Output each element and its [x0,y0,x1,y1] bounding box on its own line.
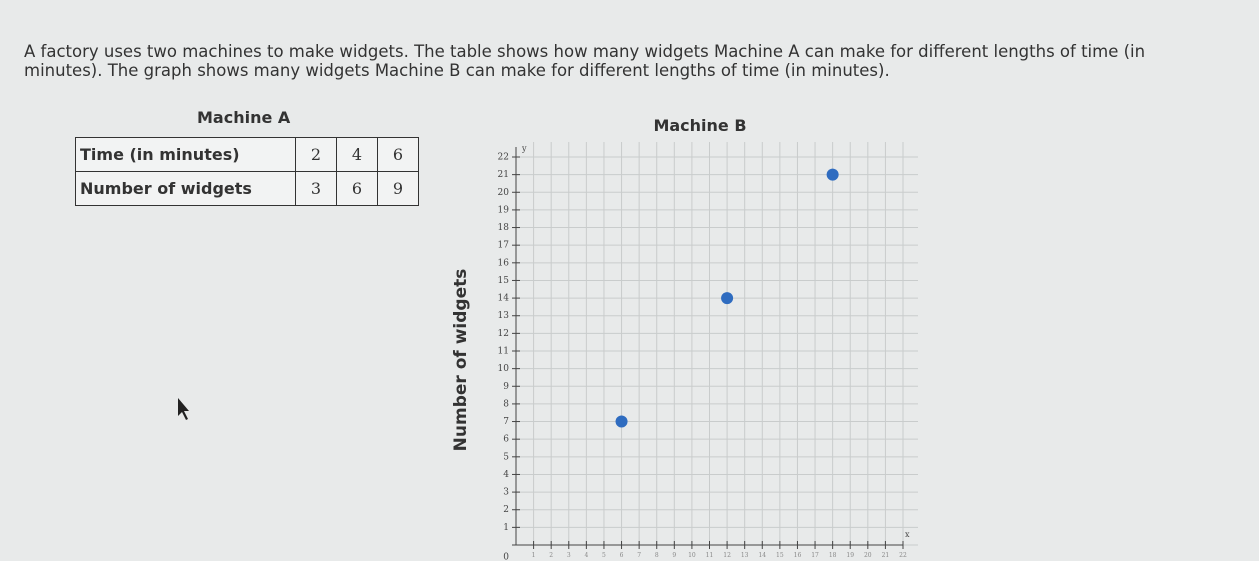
x-tick-label: 13 [741,552,749,559]
y-tick-label: 22 [498,153,509,163]
cell: 9 [377,171,419,206]
y-tick-label: 8 [503,399,509,409]
y-tick-label: 4 [503,470,509,480]
cell: 4 [336,137,378,172]
cell: 6 [377,137,419,172]
table-title: Machine A [197,108,291,127]
point [826,168,839,181]
y-tick-label: 20 [498,188,510,198]
y-tick-label: 14 [498,294,510,304]
x-axis-letter: x [905,530,910,539]
y-tick-label: 19 [498,205,510,215]
x-tick-label: 19 [846,552,854,559]
y-tick-label: 5 [503,452,509,462]
x-tick-label: 8 [655,552,659,559]
x-tick-label: 14 [758,552,766,559]
row-header: Number of widgets [75,171,296,206]
y-tick-label: 12 [498,329,509,339]
point [615,415,628,428]
row-header: Time (in minutes) [75,137,296,172]
y-axis-title: Number of widgets [451,269,471,452]
x-tick-label: 18 [829,552,837,559]
y-tick-label: 1 [503,523,509,533]
cell: 3 [295,171,337,206]
x-tick-label: 1 [532,552,536,559]
x-tick-label: 4 [584,552,588,559]
question-line: A factory uses two machines to make widg… [24,42,1146,61]
y-tick-label: 6 [503,435,509,445]
x-tick-label: 20 [864,552,872,559]
y-tick-label: 21 [498,170,509,180]
x-tick-label: 6 [620,552,624,559]
y-tick-label: 13 [498,311,510,321]
table-row: Number of widgets 3 6 9 [75,171,419,206]
y-tick-label: 16 [498,258,510,268]
x-tick-label: 7 [637,552,641,559]
y-tick-label: 10 [498,364,510,374]
x-tick-label: 2 [549,552,553,559]
point [721,292,734,305]
question-line: minutes). The graph shows many widgets M… [24,61,890,80]
x-tick-label: 15 [776,552,784,559]
y-tick-label: 11 [498,347,509,357]
y-tick-label: 18 [498,223,510,233]
y-tick-label: 3 [503,488,509,498]
x-tick-label: 22 [899,552,907,559]
chart-title: Machine B [653,116,746,135]
x-tick-label: 17 [811,552,819,559]
y-tick-label: 17 [498,241,510,251]
y-axis-letter: y [521,144,527,153]
table: Time (in minutes) 2 4 6 Number of widget… [75,137,419,206]
y-tick-label: 7 [503,417,509,427]
x-tick-label: 3 [567,552,571,559]
x-tick-label: 11 [706,552,714,559]
x-tick-label: 12 [723,552,731,559]
y-tick-label: 0 [503,553,509,561]
y-tick-label: 9 [503,382,509,392]
x-tick-label: 10 [688,552,696,559]
y-tick-label: 2 [503,505,509,515]
x-tick-label: 9 [672,552,676,559]
x-tick-label: 5 [602,552,606,559]
cursor [178,398,189,420]
question: A factory uses two machines to make widg… [24,42,1145,80]
x-tick-label: 16 [794,552,802,559]
table-row: Time (in minutes) 2 4 6 [75,137,419,172]
x-tick-label: 21 [882,552,890,559]
y-tick-label: 15 [498,276,510,286]
